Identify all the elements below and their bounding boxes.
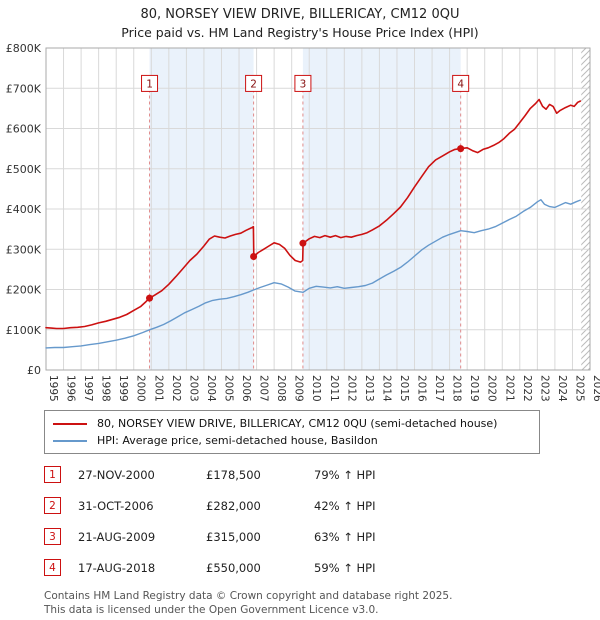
svg-text:2008: 2008: [275, 375, 287, 402]
svg-text:1999: 1999: [117, 375, 129, 402]
page-subtitle: Price paid vs. HM Land Registry's House …: [121, 25, 479, 40]
svg-text:1996: 1996: [65, 375, 77, 402]
svg-text:1997: 1997: [82, 375, 94, 402]
svg-text:2016: 2016: [416, 375, 428, 402]
sale-price: £315,000: [206, 529, 261, 544]
svg-text:1: 1: [146, 78, 153, 90]
table-row: 4 17-AUG-2018 £550,000 59% ↑ HPI: [44, 559, 600, 576]
sale-price: £550,000: [206, 560, 261, 575]
sale-price: £178,500: [206, 467, 261, 482]
svg-text:2012: 2012: [345, 375, 357, 402]
svg-text:2005: 2005: [222, 375, 234, 402]
svg-text:2019: 2019: [468, 375, 480, 402]
svg-text:£300K: £300K: [6, 243, 42, 256]
svg-text:2026: 2026: [591, 375, 600, 402]
svg-text:2020: 2020: [486, 375, 498, 402]
sale-price: £282,000: [206, 498, 261, 513]
svg-text:£400K: £400K: [6, 203, 42, 216]
svg-text:2004: 2004: [205, 375, 217, 402]
svg-text:2001: 2001: [152, 375, 164, 402]
footer-line-1: Contains HM Land Registry data © Crown c…: [44, 590, 453, 602]
sale-hpi-delta: 42% ↑ HPI: [314, 498, 376, 513]
svg-text:2022: 2022: [521, 375, 533, 402]
svg-text:2000: 2000: [135, 375, 147, 402]
table-row: 1 27-NOV-2000 £178,500 79% ↑ HPI: [44, 466, 600, 483]
red-line-swatch: [53, 422, 87, 425]
sale-hpi-delta: 79% ↑ HPI: [314, 467, 376, 482]
svg-text:£100K: £100K: [6, 324, 42, 337]
svg-text:2013: 2013: [363, 375, 375, 402]
svg-text:2009: 2009: [293, 375, 305, 402]
svg-text:£600K: £600K: [6, 123, 42, 136]
row-number-badge: 3: [44, 528, 61, 545]
svg-text:2010: 2010: [310, 375, 322, 402]
svg-text:2021: 2021: [503, 375, 515, 402]
sale-date: 17-AUG-2018: [78, 560, 156, 575]
page-title: 80, NORSEY VIEW DRIVE, BILLERICAY, CM12 …: [140, 7, 460, 22]
svg-text:1995: 1995: [47, 375, 59, 402]
sale-date: 21-AUG-2009: [78, 529, 156, 544]
table-row: 3 21-AUG-2009 £315,000 63% ↑ HPI: [44, 528, 600, 545]
sale-hpi-delta: 59% ↑ HPI: [314, 560, 376, 575]
svg-text:2018: 2018: [451, 375, 463, 402]
svg-text:2007: 2007: [258, 375, 270, 402]
license-footer: Contains HM Land Registry data © Crown c…: [44, 590, 600, 617]
svg-text:2006: 2006: [240, 375, 252, 402]
legend-item-hpi: HPI: Average price, semi-detached house,…: [53, 432, 531, 449]
svg-text:£500K: £500K: [6, 163, 42, 176]
svg-text:2011: 2011: [328, 375, 340, 402]
svg-text:3: 3: [300, 78, 307, 90]
row-number-badge: 2: [44, 497, 61, 514]
sale-date: 27-NOV-2000: [78, 467, 155, 482]
svg-text:1998: 1998: [100, 375, 112, 402]
blue-line-swatch: [53, 439, 87, 442]
svg-text:£0: £0: [27, 364, 41, 377]
svg-text:£700K: £700K: [6, 82, 42, 95]
svg-text:2015: 2015: [398, 375, 410, 402]
svg-text:2025: 2025: [573, 375, 585, 402]
svg-text:£800K: £800K: [6, 42, 42, 55]
transactions-table: 1 27-NOV-2000 £178,500 79% ↑ HPI 2 31-OC…: [44, 466, 600, 576]
svg-text:4: 4: [457, 78, 464, 90]
svg-text:2003: 2003: [187, 375, 199, 402]
svg-text:2002: 2002: [170, 375, 182, 402]
svg-text:2: 2: [250, 78, 257, 90]
legend-label-property: 80, NORSEY VIEW DRIVE, BILLERICAY, CM12 …: [97, 417, 498, 430]
row-number-badge: 4: [44, 559, 61, 576]
row-number-badge: 1: [44, 466, 61, 483]
svg-text:2023: 2023: [538, 375, 550, 402]
svg-text:2014: 2014: [380, 375, 392, 402]
svg-text:£200K: £200K: [6, 284, 42, 297]
sale-date: 31-OCT-2006: [78, 498, 154, 513]
footer-line-2: This data is licensed under the Open Gov…: [44, 603, 379, 616]
legend-item-property: 80, NORSEY VIEW DRIVE, BILLERICAY, CM12 …: [53, 415, 531, 432]
table-row: 2 31-OCT-2006 £282,000 42% ↑ HPI: [44, 497, 600, 514]
sale-hpi-delta: 63% ↑ HPI: [314, 529, 376, 544]
legend-label-hpi: HPI: Average price, semi-detached house,…: [97, 434, 378, 447]
price-history-chart[interactable]: £0 £100K £200K £300K £400K £500K £600K £700K £80…: [0, 40, 600, 408]
svg-text:2024: 2024: [556, 375, 568, 402]
chart-legend: 80, NORSEY VIEW DRIVE, BILLERICAY, CM12 …: [44, 410, 540, 454]
svg-text:2017: 2017: [433, 375, 445, 402]
